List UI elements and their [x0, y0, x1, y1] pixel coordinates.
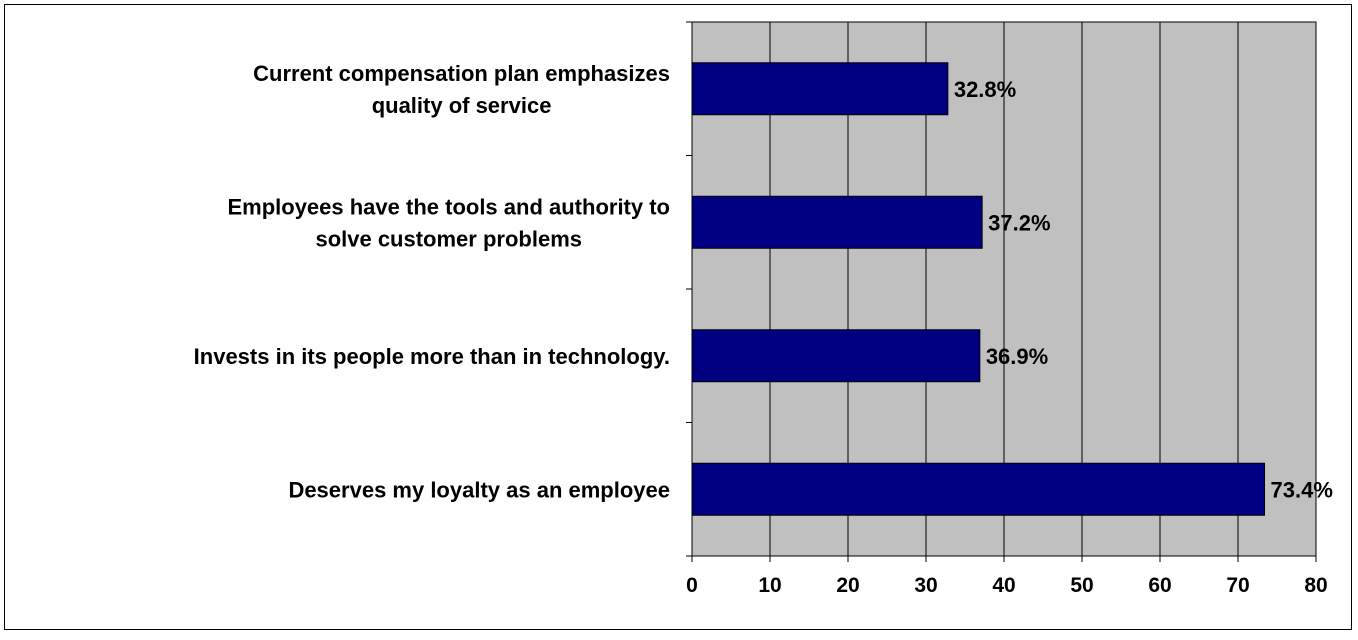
category-label-0: Current compensation plan emphasizes qual…: [253, 61, 670, 118]
category-labels: Current compensation plan emphasizes qual…: [194, 61, 670, 503]
data-label-2: 36.9%: [986, 344, 1048, 369]
x-tick-label-20: 20: [836, 574, 859, 597]
x-tick-label-70: 70: [1226, 574, 1249, 597]
bar-chart: 32.8% 37.2% 36.9% 73.4% 0 10 20 30 40 50 60 70 80 C…: [194, 21, 1333, 597]
data-label-1: 37.2%: [988, 210, 1050, 235]
x-tick-label-50: 50: [1070, 574, 1093, 597]
x-tick-label-10: 10: [758, 574, 781, 597]
x-tick-label-80: 80: [1304, 574, 1327, 597]
data-label-3: 73.4%: [1271, 477, 1333, 502]
category-label-1: Employees have the tools and authority t…: [227, 194, 670, 251]
bars: [691, 62, 1266, 516]
bar-2: [691, 329, 981, 383]
x-axis: 0 10 20 30 40 50 60 70 80: [686, 555, 1328, 597]
y-axis: [686, 21, 693, 557]
data-labels: 32.8% 37.2% 36.9% 73.4%: [954, 77, 1333, 503]
category-label-2: Invests in its people more than in techn…: [194, 344, 670, 369]
x-tick-label-40: 40: [992, 574, 1015, 597]
x-tick-label-60: 60: [1148, 574, 1171, 597]
chart-frame: 32.8% 37.2% 36.9% 73.4% 0 10 20 30 40 50 60 70 80 C…: [4, 4, 1352, 630]
x-tick-label-30: 30: [914, 574, 937, 597]
bar-3: [691, 462, 1266, 516]
category-label-3: Deserves my loyalty as an employee: [288, 477, 670, 502]
x-tick-label-0: 0: [686, 574, 698, 597]
data-label-0: 32.8%: [954, 77, 1016, 102]
bar-1: [691, 195, 983, 249]
bar-0: [691, 62, 949, 116]
